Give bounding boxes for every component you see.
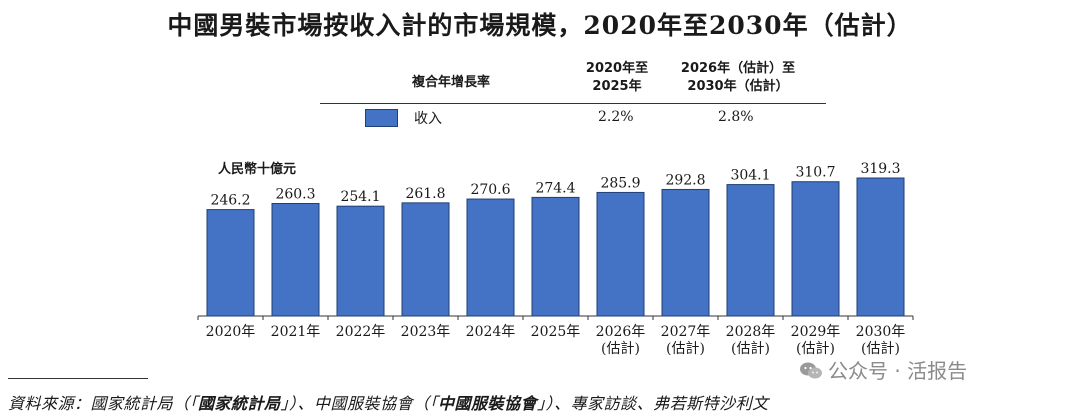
cagr-value-2020-2025: 2.2%: [598, 109, 634, 125]
bar-chart: 246.2 2020年 260.3 2021年 254.1 2022年 261.8 2023年…: [197, 161, 914, 357]
wechat-icon: [800, 361, 822, 379]
x-tick-label: 2021年: [271, 324, 321, 340]
source-bold-cnga: 中國服裝協會: [438, 394, 538, 413]
bar-value-label: 274.4: [535, 180, 575, 196]
watermark-text: 公众号 · 活报告: [828, 359, 968, 383]
bar: [791, 181, 840, 317]
x-tick-label: 2020年: [206, 324, 256, 340]
x-tick-label: 2029年: [791, 324, 841, 340]
bar-value-label: 254.1: [340, 189, 380, 205]
cagr-col2-header-line1: 2026年（估計）至: [680, 61, 796, 76]
source-bold-nbs: 國家統計局: [198, 394, 281, 413]
legend-swatch-revenue: [365, 109, 398, 127]
cagr-col1-header-line1: 2020年至: [585, 61, 649, 76]
bar: [206, 209, 255, 317]
x-tick-label: (估計): [731, 341, 770, 357]
watermark: 公众号 · 活报告: [800, 355, 967, 384]
x-tick-label: (估計): [666, 341, 705, 357]
chart-title-suffix: （估計）: [808, 11, 913, 40]
bar: [596, 191, 645, 317]
bar: [271, 202, 320, 317]
bar-value-label: 304.1: [730, 168, 770, 184]
x-tick-label: (估計): [601, 341, 640, 357]
bar: [401, 202, 450, 317]
chart-title-range: 2020年至2030年: [583, 11, 809, 40]
source-prefix: 資料來源：國家統計局（「: [8, 394, 199, 413]
x-tick-label: 2030年: [856, 324, 906, 340]
legend-label-revenue: 收入: [414, 111, 442, 127]
bar-value-label: 270.6: [470, 182, 510, 198]
bar: [531, 196, 580, 317]
x-tick-label: 2028年: [726, 324, 776, 340]
source-note: 資料來源：國家統計局（「國家統計局」）、中國服裝協會（「中國服裝協會」）、專家訪…: [8, 390, 769, 414]
x-tick-label: 2023年: [401, 324, 451, 340]
bar-value-label: 246.2: [210, 193, 250, 209]
bar-value-label: 319.3: [860, 161, 900, 177]
x-tick-label: 2022年: [336, 324, 386, 340]
x-tick-label: 2024年: [466, 324, 516, 340]
x-tick-label: 2025年: [531, 324, 581, 340]
cagr-col1-header: 2020年至 2025年: [572, 60, 662, 96]
bar: [336, 205, 385, 317]
bar-value-label: 292.8: [665, 172, 705, 188]
x-tick-label: 2026年: [596, 324, 646, 340]
x-tick-label: (估計): [861, 341, 900, 357]
cagr-col2-header: 2026年（估計）至 2030年（估計）: [668, 60, 808, 96]
y-unit-label: 人民幣十億元: [218, 162, 297, 177]
bar: [661, 188, 710, 317]
cagr-col1-header-line2: 2025年: [592, 79, 642, 94]
bar: [726, 184, 775, 317]
cagr-row-header: 複合年增長率: [412, 75, 491, 90]
bar: [856, 177, 905, 317]
bar-value-label: 285.9: [600, 175, 640, 191]
cagr-divider: [320, 103, 826, 104]
bar: [466, 198, 515, 317]
chart-title-prefix: 中國男裝市場按收入計的市場規模，: [167, 11, 584, 40]
source-suffix: 」）、專家訪談、弗若斯特沙利文: [537, 394, 769, 413]
cagr-value-2026-2030: 2.8%: [718, 109, 754, 125]
bar-value-label: 310.7: [795, 165, 835, 181]
x-tick-label: 2027年: [661, 324, 711, 340]
bar-value-label: 260.3: [275, 186, 315, 202]
bar-value-label: 261.8: [405, 186, 445, 202]
x-tick-label: (估計): [796, 341, 835, 357]
source-divider: [8, 378, 148, 379]
cagr-col2-header-line2: 2030年（估計）: [687, 79, 789, 94]
chart-title: 中國男裝市場按收入計的市場規模，2020年至2030年（估計）: [0, 6, 1080, 42]
source-mid: 」）、中國服裝協會（「: [280, 394, 439, 413]
